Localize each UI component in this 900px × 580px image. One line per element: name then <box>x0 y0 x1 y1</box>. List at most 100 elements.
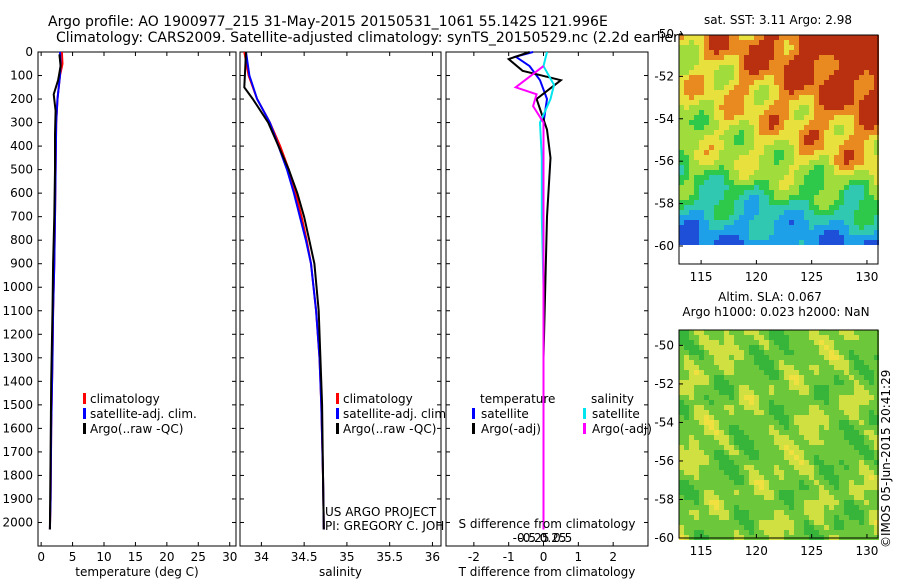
map-cell <box>864 60 869 65</box>
map-cell <box>849 175 854 180</box>
map-cell <box>794 105 799 110</box>
map-cell <box>709 210 714 215</box>
map-cell <box>819 425 824 430</box>
map-cell <box>819 50 824 55</box>
map-cell <box>784 60 789 65</box>
map-cell <box>804 445 809 450</box>
map-cell <box>759 465 764 470</box>
map-cell <box>864 200 869 205</box>
map-cell <box>739 200 744 205</box>
map-cell <box>734 495 739 500</box>
map-cell <box>844 425 849 430</box>
map-cell <box>834 360 839 365</box>
map-cell <box>794 450 799 455</box>
map-cell <box>804 245 809 250</box>
map-cell <box>819 515 824 520</box>
map-cell <box>724 380 729 385</box>
map-cell <box>769 75 774 80</box>
map-cell <box>704 90 709 95</box>
map-cell <box>719 465 724 470</box>
map-cell <box>699 195 704 200</box>
map-cell <box>849 170 854 175</box>
map-cell <box>814 520 819 525</box>
map-cell <box>799 355 804 360</box>
map-cell <box>859 150 864 155</box>
map-cell <box>839 340 844 345</box>
map-cell <box>799 495 804 500</box>
map-cell <box>849 435 854 440</box>
map-cell <box>859 155 864 160</box>
map-cell <box>779 180 784 185</box>
map-cell <box>684 190 689 195</box>
map-cell <box>734 115 739 120</box>
map-cell <box>864 220 869 225</box>
map-cell <box>794 365 799 370</box>
map-cell <box>694 210 699 215</box>
map-cell <box>749 430 754 435</box>
map-cell <box>779 525 784 530</box>
diff-legend-label: Argo(-adj) <box>592 422 652 436</box>
map-cell <box>714 230 719 235</box>
map-cell <box>784 80 789 85</box>
map-cell <box>774 465 779 470</box>
map-cell <box>779 135 784 140</box>
map-cell <box>799 490 804 495</box>
map-cell <box>784 205 789 210</box>
map-cell <box>849 485 854 490</box>
map-cell <box>684 85 689 90</box>
map-cell <box>799 440 804 445</box>
map-cell <box>819 395 824 400</box>
map-cell <box>874 75 879 80</box>
map-cell <box>759 340 764 345</box>
map-cell <box>854 495 859 500</box>
salinity-xtick-label: 35.5 <box>376 550 403 564</box>
map-cell <box>804 40 809 45</box>
map-cell <box>834 530 839 535</box>
map-cell <box>874 375 879 380</box>
map-cell <box>754 210 759 215</box>
map-cell <box>794 520 799 525</box>
map-cell <box>799 255 804 260</box>
map-cell <box>814 50 819 55</box>
map-cell <box>874 55 879 60</box>
map-cell <box>729 410 734 415</box>
map-cell <box>684 400 689 405</box>
map-cell <box>689 70 694 75</box>
map-cell <box>699 405 704 410</box>
map-cell <box>704 510 709 515</box>
map-cell <box>869 400 874 405</box>
map-cell <box>844 530 849 535</box>
map-cell <box>754 490 759 495</box>
map-cell <box>769 495 774 500</box>
map-cell <box>854 360 859 365</box>
map-cell <box>799 130 804 135</box>
map-cell <box>834 425 839 430</box>
map-cell <box>774 170 779 175</box>
map-cell <box>724 145 729 150</box>
map-cell <box>789 495 794 500</box>
map-cell <box>724 35 729 40</box>
map-cell <box>774 175 779 180</box>
salinity-series-argo-raw-qc- <box>243 51 325 530</box>
map-cell <box>869 515 874 520</box>
map-cell <box>849 335 854 340</box>
map-cell <box>874 250 879 255</box>
map-cell <box>694 65 699 70</box>
map-cell <box>874 120 879 125</box>
map-cell <box>704 235 709 240</box>
map-cell <box>804 65 809 70</box>
map-cell <box>709 125 714 130</box>
map-cell <box>759 390 764 395</box>
map-cell <box>839 105 844 110</box>
map-cell <box>829 40 834 45</box>
map-cell <box>849 480 854 485</box>
salinity-diff-xlabel: S difference from climatology <box>459 517 636 531</box>
map-cell <box>759 175 764 180</box>
map-cell <box>814 480 819 485</box>
map-cell <box>809 395 814 400</box>
map-cell <box>874 150 879 155</box>
map-cell <box>764 155 769 160</box>
map-cell <box>844 170 849 175</box>
map-cell <box>819 115 824 120</box>
map-cell <box>689 460 694 465</box>
